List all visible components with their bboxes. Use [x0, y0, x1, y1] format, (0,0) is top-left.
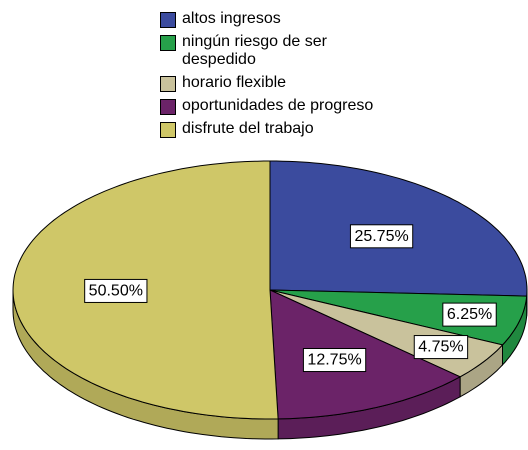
- data-label: 12.75%: [302, 348, 367, 373]
- legend-swatch: [160, 35, 176, 51]
- data-label-text: 12.75%: [307, 352, 361, 369]
- data-label-box: [84, 278, 148, 303]
- legend-label: altos ingresos: [182, 10, 281, 27]
- legend-item: disfrute del trabajo: [160, 120, 382, 138]
- legend-label: horario flexible: [182, 74, 287, 91]
- data-label: 50.50%: [84, 278, 148, 303]
- data-label-box: [413, 335, 469, 360]
- data-label-text: 50.50%: [89, 282, 143, 299]
- data-label: 25.75%: [349, 224, 414, 249]
- data-label: 6.25%: [442, 302, 497, 327]
- legend-item: altos ingresos: [160, 10, 382, 28]
- legend-label: oportunidades de progreso: [182, 97, 374, 114]
- data-label-box: [442, 302, 497, 327]
- legend-swatch: [160, 122, 176, 138]
- data-label-text: 25.75%: [354, 228, 408, 245]
- legend: altos ingresos ningún riesgo de ser despe…: [160, 10, 382, 143]
- data-label-text: 4.75%: [418, 339, 463, 356]
- data-label: 4.75%: [413, 335, 469, 360]
- data-label-text: 6.25%: [447, 306, 492, 323]
- legend-swatch: [160, 76, 176, 92]
- legend-label: disfrute del trabajo: [182, 120, 314, 137]
- data-label-box: [302, 348, 367, 373]
- data-label-box: [349, 224, 414, 249]
- legend-item: horario flexible: [160, 74, 382, 92]
- legend-label: ningún riesgo de ser despedido: [182, 33, 327, 68]
- legend-swatch: [160, 99, 176, 115]
- legend-item: ningún riesgo de ser despedido: [160, 33, 382, 69]
- legend-swatch: [160, 12, 176, 28]
- legend-item: oportunidades de progreso: [160, 97, 382, 115]
